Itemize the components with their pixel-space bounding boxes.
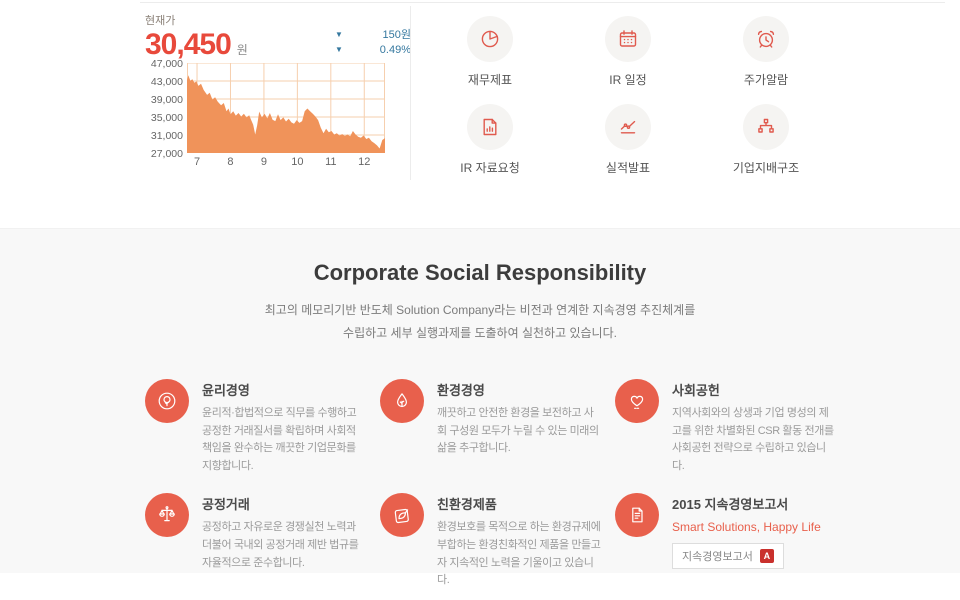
calendar-icon <box>605 16 651 62</box>
ir-quick-links: 재무제표 IR 일정 주가알람 IR 자료요청 실적발표 <box>421 12 835 188</box>
report-button-label: 지속경영보고서 <box>682 551 753 564</box>
down-triangle-icon: ▼ <box>335 44 343 54</box>
top-divider <box>140 2 945 3</box>
price-change: ▼ 150원 ▼ 0.49% <box>335 28 411 58</box>
csr-item-body: 깨끗하고 안전한 환경을 보전하고 사회 구성원 모두가 누릴 수 있는 미래의… <box>437 407 599 455</box>
change-percent-row: ▼ 0.49% <box>335 43 411 58</box>
eco-drop-icon <box>380 379 424 423</box>
csr-item-body: 윤리적·합법적으로 직무를 수행하고 공정한 거래질서를 확립하며 사회적 책임… <box>202 407 357 472</box>
csr-subtitle: 최고의 메모리기반 반도체 Solution Company라는 비전과 연계한… <box>0 299 960 345</box>
heart-icon <box>615 379 659 423</box>
vertical-divider <box>410 6 411 180</box>
quick-link-earnings[interactable]: 실적발표 <box>559 100 697 188</box>
csr-item-title: 공정거래 <box>202 497 250 513</box>
csr-item-body: 공정하고 자유로운 경쟁실천 노력과 더불어 국내외 공정거래 제반 법규를 자… <box>202 521 359 569</box>
quick-link-label: 실적발표 <box>605 161 651 175</box>
quick-link-label: 기업지배구조 <box>732 161 800 175</box>
csr-section: Corporate Social Responsibility 최고의 메모리기… <box>0 228 960 586</box>
csr-item-body: 환경보호를 목적으로 하는 환경규제에 부합하는 환경친화적인 제품을 만들고자… <box>437 521 601 587</box>
document-chart-icon <box>467 104 513 150</box>
stock-chart-x-axis: 7 8 9 10 11 12 <box>193 156 371 168</box>
alarm-clock-icon <box>743 16 789 62</box>
line-chart-icon <box>605 104 651 150</box>
org-chart-icon <box>743 104 789 150</box>
csr-item-ethics: 윤리경영 윤리적·합법적으로 직무를 수행하고 공정한 거래질서를 확립하며 사… <box>145 379 380 475</box>
sustainability-report-button[interactable]: 지속경영보고서 A <box>672 543 784 570</box>
csr-item-title: 환경경영 <box>437 383 485 398</box>
csr-slogan: Smart Solutions, Happy Life <box>672 520 821 535</box>
csr-item-sustainability-report: 2015 지속경영보고서 Smart Solutions, Happy Life… <box>615 493 850 589</box>
scales-icon <box>145 493 189 538</box>
quick-link-label: 재무제표 <box>467 73 513 87</box>
quick-link-label: IR 일정 <box>609 73 647 87</box>
quick-link-ir-request[interactable]: IR 자료요청 <box>421 100 559 188</box>
quick-link-label: IR 자료요청 <box>460 161 520 175</box>
current-price-value: 30,450 <box>145 28 232 61</box>
csr-item-title: 윤리경영 <box>202 383 250 398</box>
report-icon <box>615 493 659 538</box>
csr-grid: 윤리경영 윤리적·합법적으로 직무를 수행하고 공정한 거래질서를 확립하며 사… <box>145 379 850 590</box>
currency-label: 원 <box>236 43 248 57</box>
csr-item-title: 2015 지속경영보고서 <box>672 497 789 513</box>
csr-heading: Corporate Social Responsibility <box>313 260 647 285</box>
csr-item-eco-products: 친환경제품 환경보호를 목적으로 하는 환경규제에 부합하는 환경친화적인 제품… <box>380 493 615 589</box>
quick-link-ir-schedule[interactable]: IR 일정 <box>559 12 697 100</box>
quick-link-governance[interactable]: 기업지배구조 <box>697 100 835 188</box>
csr-item-body: 지역사회와의 상생과 기업 명성의 제고를 위한 차별화된 CSR 활동 전개를… <box>672 407 834 472</box>
quick-link-stock-alert[interactable]: 주가알람 <box>697 12 835 100</box>
csr-item-title: 친환경제품 <box>437 497 497 513</box>
stock-chart-y-axis: 47,000 43,000 39,000 35,000 31,000 27,000 <box>150 58 183 160</box>
csr-subtitle-line2: 수립하고 세부 실행과제를 도출하여 실천하고 있습니다. <box>343 325 617 340</box>
down-triangle-icon: ▼ <box>335 30 343 40</box>
csr-item-social-contribution: 사회공헌 지역사회와의 상생과 기업 명성의 제고를 위한 차별화된 CSR 활… <box>615 379 850 475</box>
stock-chart-plot <box>187 63 385 153</box>
tree-icon <box>145 379 189 423</box>
quick-link-label: 주가알람 <box>743 73 789 87</box>
pie-chart-icon <box>467 16 513 62</box>
current-price-label: 현재가 <box>145 15 176 27</box>
change-amount-row: ▼ 150원 <box>335 28 411 43</box>
csr-item-fair-trade: 공정거래 공정하고 자유로운 경쟁실천 노력과 더불어 국내외 공정거래 제반 … <box>145 493 380 589</box>
csr-item-title: 사회공헌 <box>672 383 720 398</box>
change-percent: 0.49% <box>379 43 411 56</box>
csr-subtitle-line1: 최고의 메모리기반 반도체 Solution Company라는 비전과 연계한… <box>264 303 696 317</box>
leaf-document-icon <box>380 493 424 538</box>
stock-widget: 현재가 30,450 원 ▼ 150원 ▼ 0.49% <box>145 12 411 60</box>
quick-link-financial-statements[interactable]: 재무제표 <box>421 12 559 100</box>
change-amount: 150원 <box>382 29 411 41</box>
pdf-icon: A <box>759 549 774 564</box>
csr-item-environment: 환경경영 깨끗하고 안전한 환경을 보전하고 사회 구성원 모두가 누릴 수 있… <box>380 379 615 475</box>
